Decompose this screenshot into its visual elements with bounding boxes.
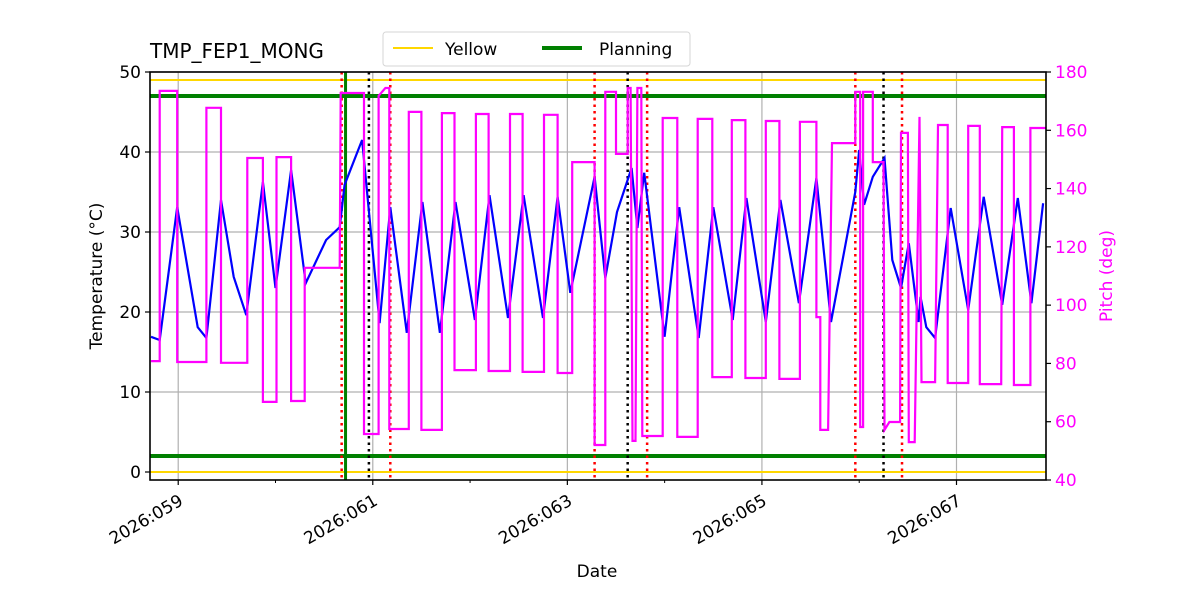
plot-frame <box>149 71 1047 481</box>
y2-tick-label: 180 <box>1055 63 1087 83</box>
y-tick-label: 50 <box>119 63 141 83</box>
x-axis-label: Date <box>577 562 618 582</box>
chart-title: TMP_FEP1_MONG <box>149 39 324 63</box>
y-tick-label: 30 <box>119 223 141 243</box>
legend-label-planning: Planning <box>599 40 672 60</box>
x-tick-label: 2026:063 <box>495 491 576 549</box>
y-axis-label: Temperature (°C) <box>87 203 107 351</box>
y2-tick-label: 60 <box>1055 413 1077 433</box>
legend-label-yellow: Yellow <box>444 40 497 60</box>
x-tick-label: 2026:061 <box>301 491 382 549</box>
x-tick-label: 2026:059 <box>106 491 187 549</box>
plot-area: 0 10 20 30 40 50 40 60 80 100 120 140 160 180 2026:059… <box>106 63 1087 549</box>
y2-tick-label: 100 <box>1055 296 1087 316</box>
pitch-series-line <box>151 86 1046 447</box>
legend: Yellow Planning <box>382 31 691 67</box>
y2-tick-label: 140 <box>1055 180 1087 200</box>
y-tick-label: 20 <box>119 303 141 323</box>
x-tick-label: 2026:065 <box>690 491 771 549</box>
x-tick-label: 2026:067 <box>884 491 965 549</box>
y2-tick-label: 120 <box>1055 238 1087 258</box>
y-tick-label: 40 <box>119 143 141 163</box>
y-tick-label: 0 <box>130 463 141 483</box>
y-tick-label: 10 <box>119 383 141 403</box>
y2-tick-label: 80 <box>1055 354 1077 374</box>
y2-tick-label: 40 <box>1055 471 1077 491</box>
y2-tick-label: 160 <box>1055 121 1087 141</box>
y2-axis-label: Pitch (deg) <box>1097 230 1117 322</box>
legend-box <box>382 31 691 67</box>
